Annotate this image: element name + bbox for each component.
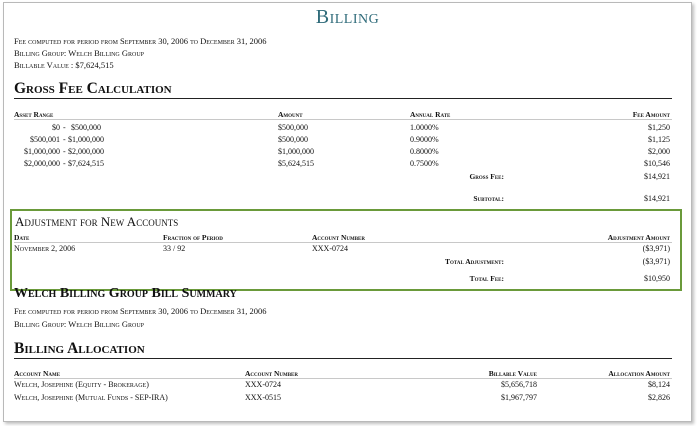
range-from: $500,001	[30, 135, 60, 144]
col-amount: Amount	[278, 110, 303, 119]
range-to: $2,000,000	[68, 147, 104, 156]
range-dash: -	[63, 135, 66, 144]
range-from: $1,000,000	[24, 147, 60, 156]
range-to: $7,624,515	[68, 159, 104, 168]
range-to: $1,000,000	[68, 135, 104, 144]
adjustment-highlight	[10, 209, 682, 291]
subtotal-value: $14,921	[644, 194, 670, 203]
col-adjustment-amount: Adjustment Amount	[607, 233, 670, 242]
bill-summary-heading: Welch Billing Group Bill Summary	[14, 286, 237, 301]
allocation-billable-value: $5,656,718	[501, 380, 537, 389]
rate-cell: 0.8000%	[410, 147, 439, 156]
gross-fee-heading: Gross Fee Calculation	[14, 80, 172, 97]
summary-period-text: Fee computed for period from September 3…	[14, 306, 267, 316]
billing-group-text: Billing Group: Welch Billing Group	[14, 48, 145, 58]
col-account-number: Account Number	[245, 369, 298, 378]
adjustment-amount: ($3,971)	[642, 244, 670, 253]
range-to: $500,000	[71, 123, 101, 132]
header-divider	[14, 378, 672, 379]
gross-fee-value: $14,921	[644, 172, 670, 181]
fee-cell: $2,000	[648, 147, 670, 156]
section-divider	[14, 98, 672, 99]
col-fraction: Fraction of Period	[163, 233, 223, 242]
allocation-account-name: Welch, Josephine (Mutual Funds - SEP-IRA…	[14, 393, 168, 402]
period-text: Fee computed for period from September 3…	[14, 36, 267, 46]
col-billable-value: Billable Value	[488, 369, 537, 378]
col-allocation-amount: Allocation Amount	[608, 369, 670, 378]
col-account-number: Account Number	[312, 233, 365, 242]
rate-cell: 0.7500%	[410, 159, 439, 168]
billing-allocation-heading: Billing Allocation	[14, 340, 145, 357]
fee-cell: $1,125	[648, 135, 670, 144]
adjustment-heading: Adjustment for New Accounts	[15, 214, 179, 229]
allocation-account-number: XXX-0724	[245, 380, 281, 389]
col-asset-range: Asset Range	[14, 110, 54, 119]
total-adjustment-label: Total Adjustment:	[444, 257, 504, 266]
billable-value-text: Billable Value : $7,624,515	[14, 60, 114, 70]
amount-cell: $1,000,000	[278, 147, 314, 156]
allocation-amount: $8,124	[648, 380, 670, 389]
range-from: $0	[52, 123, 60, 132]
total-fee-value: $10,950	[644, 274, 670, 283]
col-fee-amount: Fee Amount	[632, 110, 670, 119]
adjustment-date: November 2, 2006	[14, 244, 76, 253]
header-divider	[14, 119, 672, 120]
adjustment-account: XXX-0724	[312, 244, 348, 253]
summary-group-text: Billing Group: Welch Billing Group	[14, 319, 145, 329]
amount-cell: $500,000	[278, 123, 308, 132]
col-account-name: Account Name	[14, 369, 61, 378]
total-adjustment-value: ($3,971)	[642, 257, 670, 266]
range-dash: -	[63, 147, 66, 156]
amount-cell: $5,624,515	[278, 159, 314, 168]
section-divider	[14, 358, 672, 359]
col-date: Date	[14, 233, 30, 242]
total-fee-label: Total Fee:	[469, 274, 504, 283]
adjustment-fraction: 33 / 92	[163, 244, 186, 253]
subtotal-label: Subtotal:	[473, 194, 504, 203]
gross-fee-label: Gross Fee:	[469, 172, 504, 181]
rate-cell: 0.9000%	[410, 135, 439, 144]
fee-cell: $10,546	[644, 159, 670, 168]
allocation-billable-value: $1,967,797	[501, 393, 537, 402]
allocation-account-name: Welch, Josephine (Equity - Brokerage)	[14, 380, 149, 389]
allocation-amount: $2,826	[648, 393, 670, 402]
amount-cell: $500,000	[278, 135, 308, 144]
billing-report: Billing Fee computed for period from Sep…	[3, 2, 692, 422]
range-dash: -	[63, 123, 66, 132]
col-annual-rate: Annual Rate	[410, 110, 451, 119]
rate-cell: 1.0000%	[410, 123, 439, 132]
allocation-account-number: XXX-0515	[245, 393, 281, 402]
page-title: Billing	[315, 6, 380, 28]
fee-cell: $1,250	[648, 123, 670, 132]
range-from: $2,000,000	[24, 159, 60, 168]
header-divider	[14, 242, 672, 243]
range-dash: -	[63, 159, 66, 168]
